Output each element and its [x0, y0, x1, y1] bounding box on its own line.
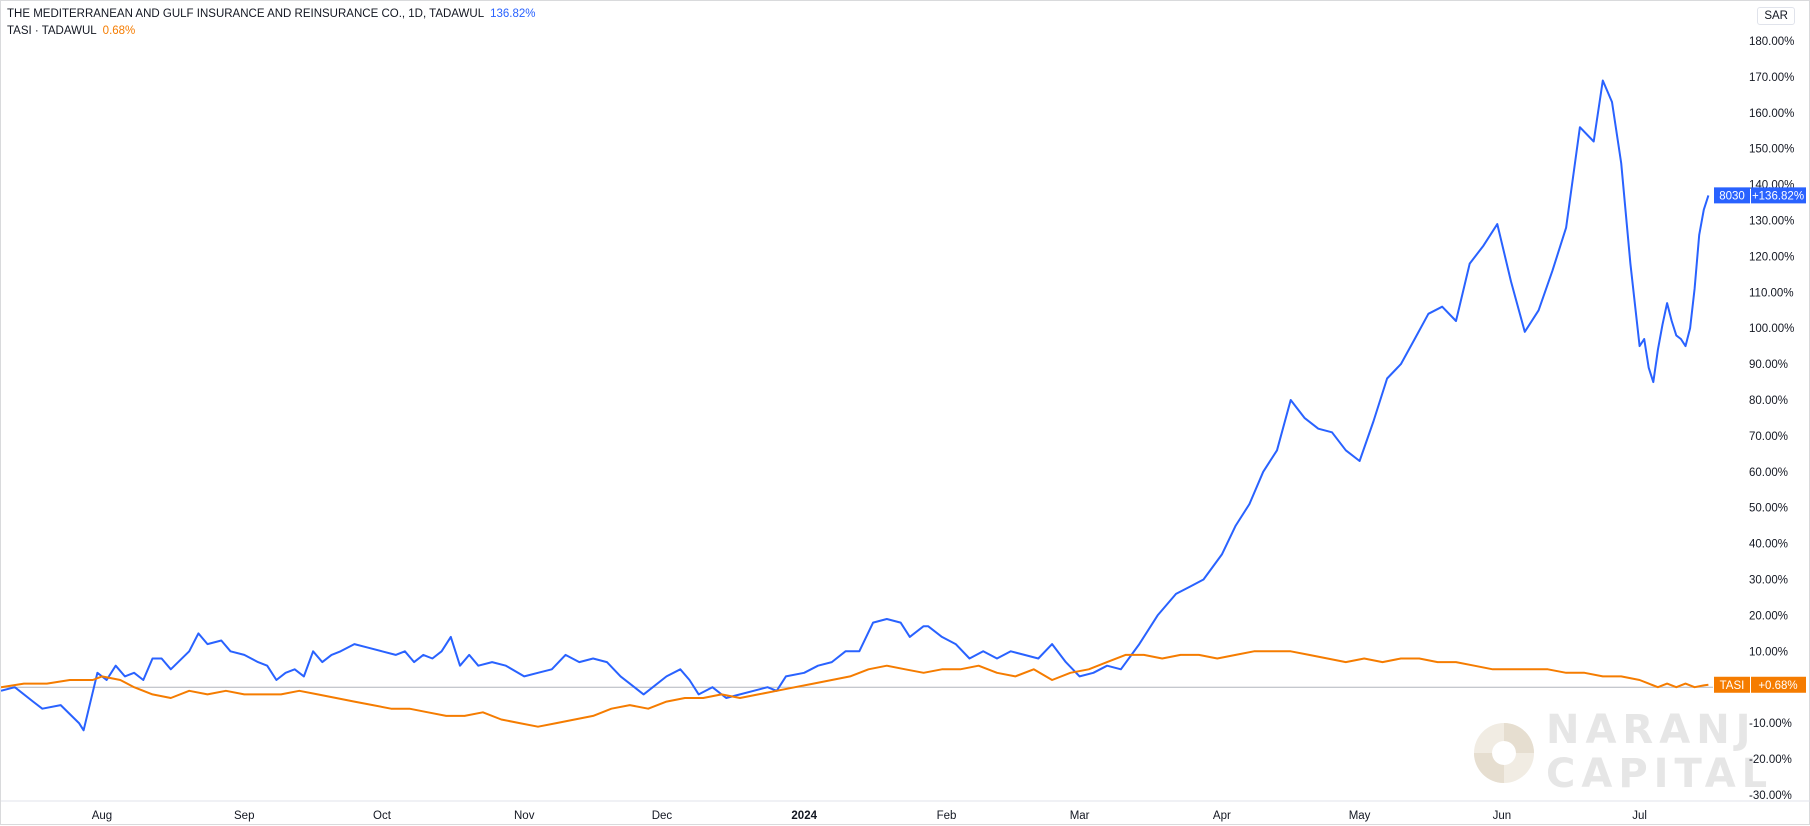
y-tick-label: 30.00% — [1749, 575, 1788, 587]
y-tick-label: 160.00% — [1749, 108, 1794, 120]
x-tick-label: Jul — [1632, 810, 1647, 822]
watermark: NARANJ CAPITAL — [1474, 707, 1773, 797]
y-tick-label: 170.00% — [1749, 72, 1794, 84]
y-tick-label: 90.00% — [1749, 359, 1788, 371]
x-tick-label: Nov — [514, 810, 535, 822]
watermark-logo-icon — [1474, 723, 1534, 783]
price-scale[interactable]: 180.00%170.00%160.00%150.00%140.00%130.0… — [1749, 36, 1794, 802]
watermark-line2: CAPITAL — [1546, 751, 1773, 797]
series1-change-tag — [1751, 187, 1806, 204]
y-tick-label: 120.00% — [1749, 251, 1794, 263]
x-tick-label: Aug — [92, 810, 112, 822]
x-tick-label: Feb — [937, 810, 957, 822]
y-tick-label: 130.00% — [1749, 216, 1794, 228]
legend-series2-title: TASI · TADAWUL — [7, 25, 97, 37]
legend-series2[interactable]: TASI · TADAWUL 0.68% — [7, 25, 135, 37]
y-tick-label: 10.00% — [1749, 646, 1788, 658]
series-group — [1, 79, 1710, 732]
x-tick-label: Oct — [373, 810, 392, 822]
x-tick-label: Mar — [1070, 810, 1090, 822]
series2-change-label: +0.68% — [1758, 680, 1797, 692]
x-tick-label: Dec — [652, 810, 673, 822]
y-tick-label: 20.00% — [1749, 610, 1788, 622]
y-tick-label: 40.00% — [1749, 539, 1788, 551]
x-tick-label: May — [1349, 810, 1371, 822]
x-tick-label: Jun — [1493, 810, 1512, 822]
series2-symbol-label: TASI — [1720, 680, 1745, 692]
series1-change-label: +136.82% — [1752, 190, 1804, 202]
y-tick-label: 80.00% — [1749, 395, 1788, 407]
series1-line[interactable] — [1, 79, 1710, 732]
y-tick-label: 180.00% — [1749, 36, 1794, 48]
time-scale[interactable]: Aug Sep Oct Nov Dec 2024 Feb Mar Apr May Jun Jul — [1, 800, 1810, 822]
y-tick-label: 60.00% — [1749, 467, 1788, 479]
y-tick-label: -20.00% — [1749, 754, 1792, 766]
series2-change-tag — [1751, 676, 1806, 693]
x-tick-label: Apr — [1213, 810, 1231, 822]
last-value-tags: 8030 +136.82% TASI +0.68% — [1714, 187, 1806, 693]
series2-line[interactable] — [1, 650, 1709, 728]
x-tick-label: 2024 — [791, 810, 817, 822]
legend-series1-title: THE MEDITERRANEAN AND GULF INSURANCE AND… — [7, 8, 485, 20]
y-tick-label: 110.00% — [1749, 287, 1794, 299]
currency-button[interactable]: SAR — [1757, 7, 1795, 25]
y-tick-label: 150.00% — [1749, 144, 1794, 156]
series1-symbol-tag — [1714, 187, 1750, 204]
series1-symbol-label: 8030 — [1719, 190, 1745, 202]
y-tick-label: -10.00% — [1749, 718, 1792, 730]
y-tick-label: 100.00% — [1749, 323, 1794, 335]
y-tick-label: 70.00% — [1749, 431, 1788, 443]
series2-symbol-tag — [1714, 676, 1750, 693]
y-tick-label: 50.00% — [1749, 503, 1788, 515]
legend-series1-value: 136.82% — [490, 8, 536, 20]
x-tick-label: Sep — [234, 810, 254, 822]
y-tick-label: -30.00% — [1749, 790, 1792, 802]
legend-series2-value: 0.68% — [102, 25, 136, 37]
legend-series1[interactable]: THE MEDITERRANEAN AND GULF INSURANCE AND… — [7, 8, 536, 20]
watermark-line1: NARANJ — [1546, 707, 1757, 753]
